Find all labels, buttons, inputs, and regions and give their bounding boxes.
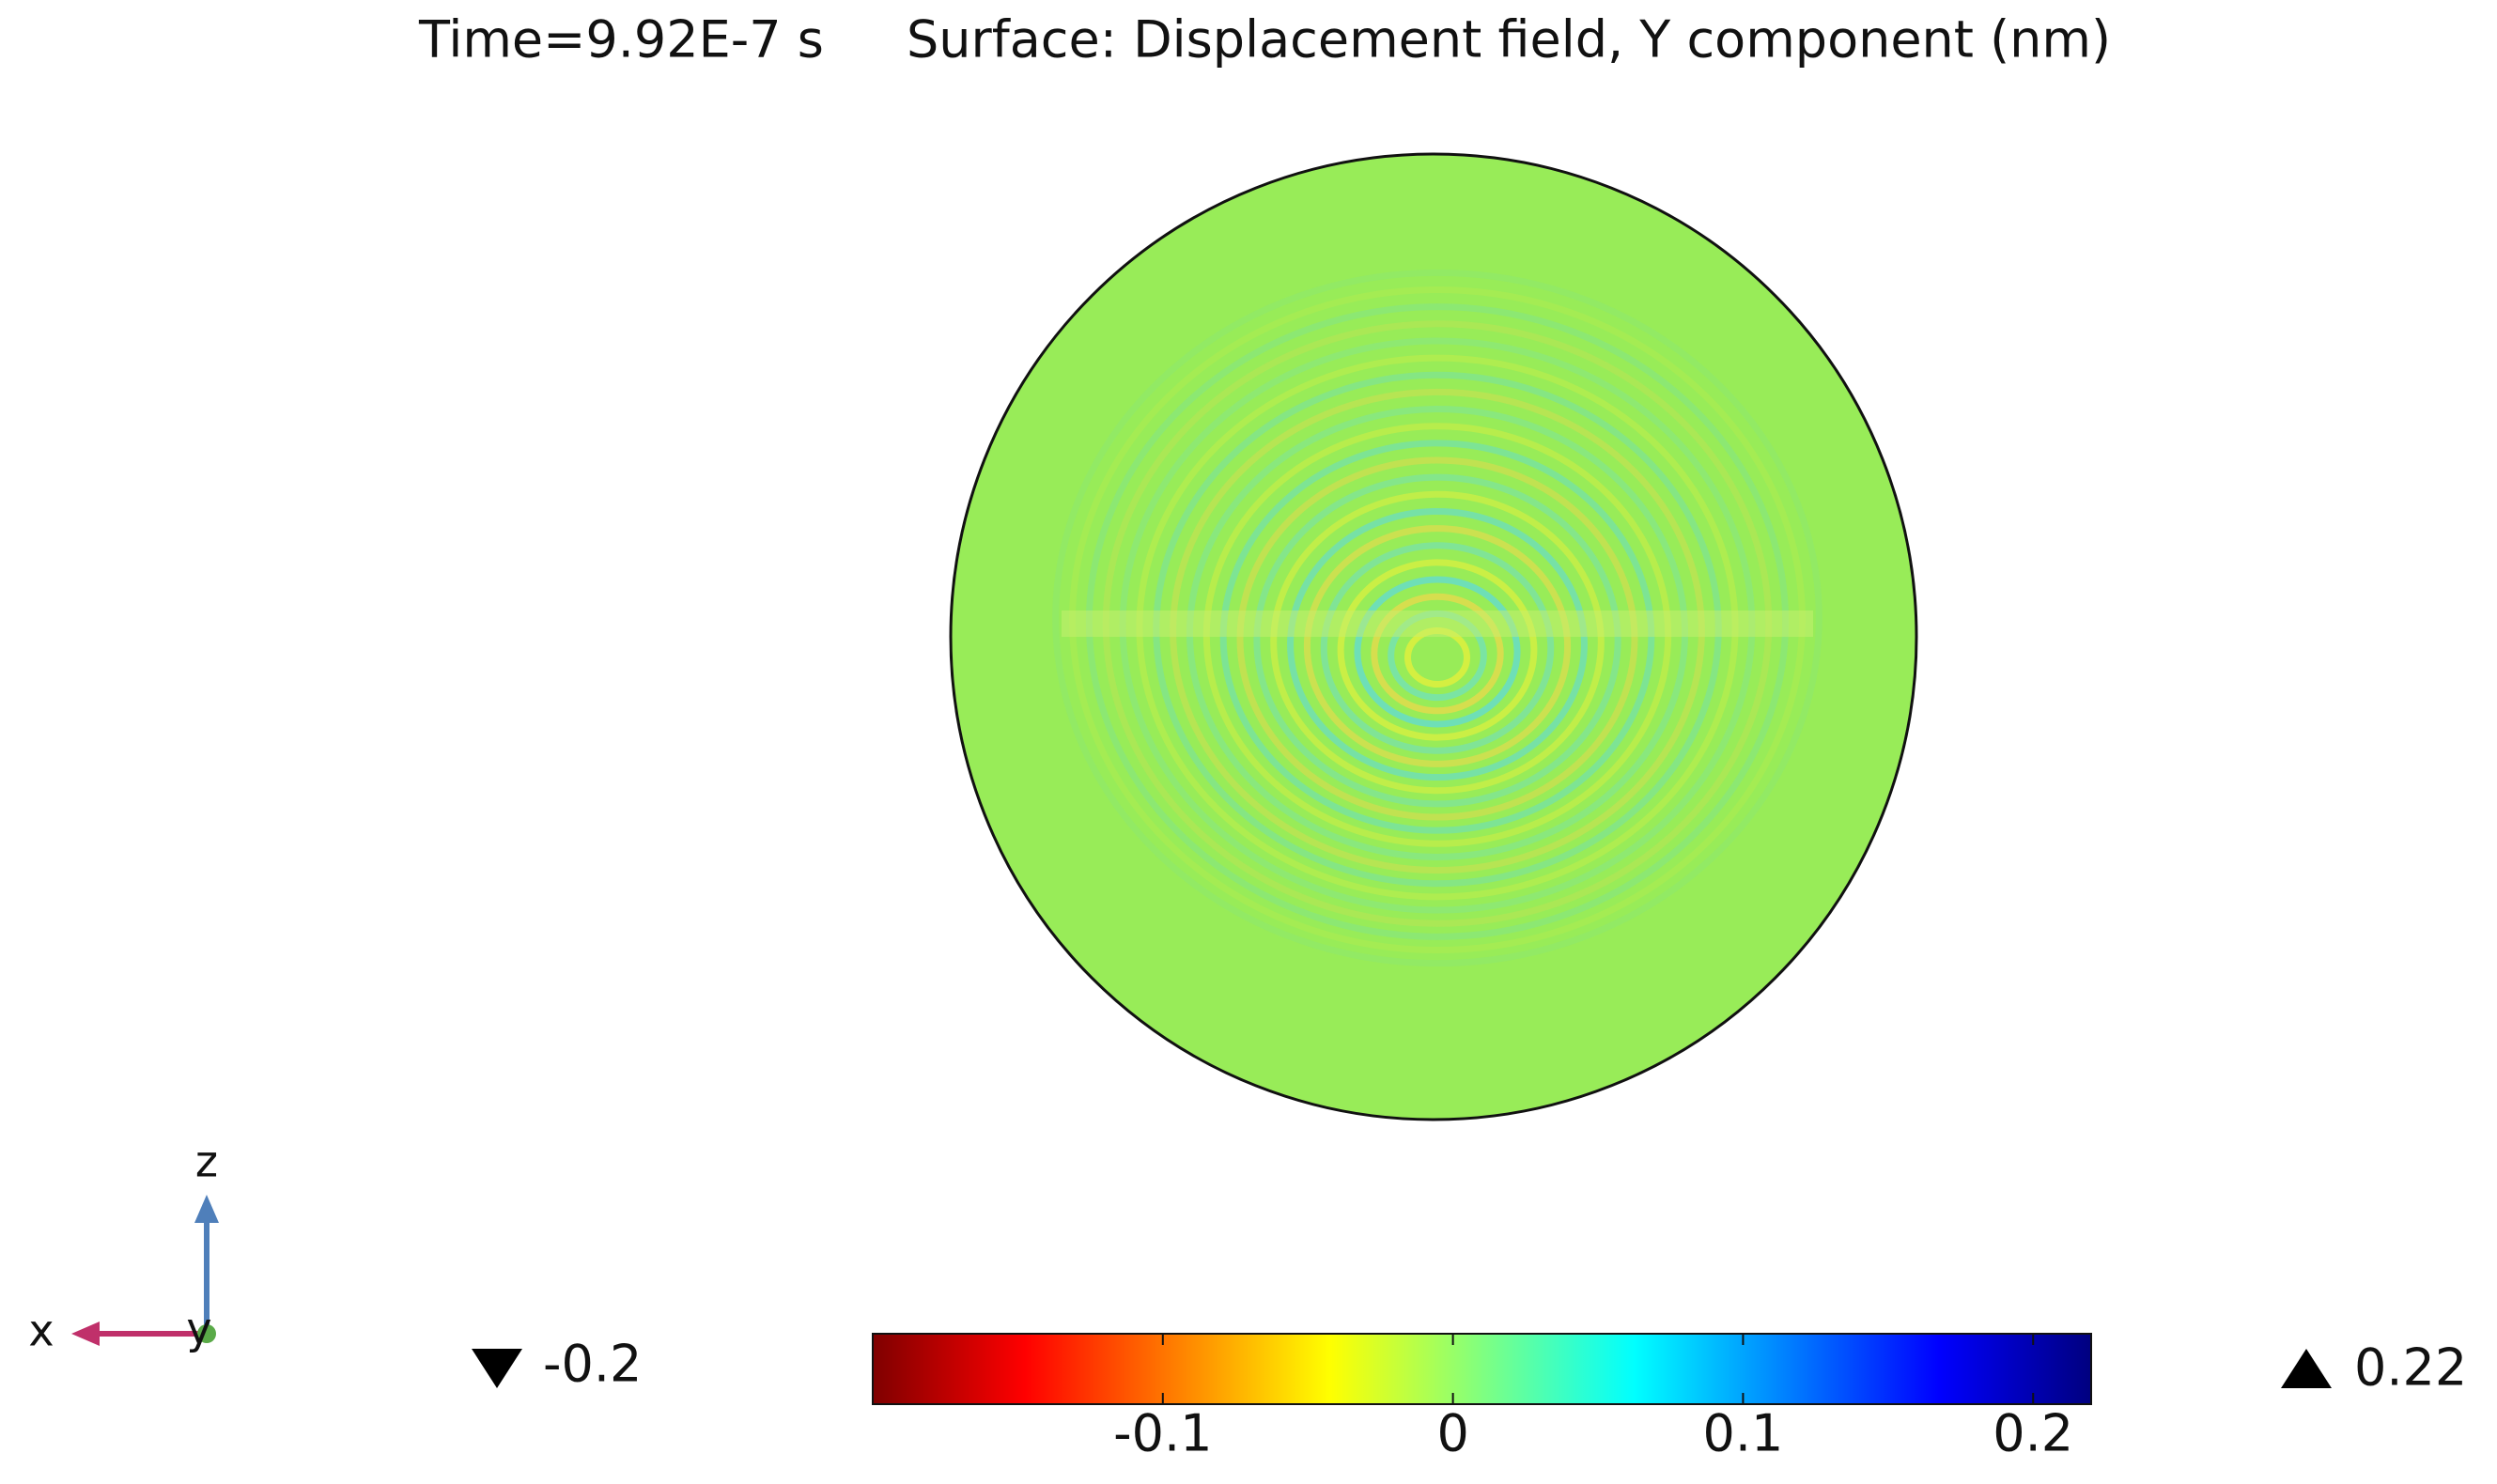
axis-label-x: x	[28, 1306, 54, 1356]
y-dot	[197, 1324, 216, 1343]
colorbar-tick-label: -0.1	[1113, 1404, 1212, 1463]
colorbar	[872, 1333, 2092, 1405]
max-marker	[2281, 1349, 2332, 1388]
wave-ring	[1354, 576, 1521, 728]
time-label: Time=9.92E-7 s	[418, 10, 824, 70]
wave-ring	[1320, 542, 1555, 754]
min-marker	[472, 1349, 522, 1388]
z-arrow-head	[194, 1195, 219, 1223]
domain-boundary	[949, 152, 1918, 1121]
wave-ring	[1253, 473, 1621, 808]
colorbar-tick-label: 0	[1436, 1404, 1468, 1463]
wave-pattern	[1052, 269, 1822, 967]
wave-ring	[1270, 490, 1605, 795]
axis-label-y: y	[186, 1304, 211, 1354]
wave-ring	[1371, 593, 1504, 715]
chart-title: Surface: Displacement field, Y component…	[907, 10, 2111, 70]
wave-ring	[1052, 269, 1822, 967]
x-arrow-head	[71, 1322, 100, 1346]
wave-ring	[1303, 525, 1572, 767]
wave-ring	[1236, 456, 1638, 821]
colorbar-tick-label: 0.1	[1702, 1404, 1783, 1463]
min-label: -0.2	[543, 1335, 642, 1394]
max-label: 0.22	[2354, 1338, 2467, 1398]
wave-ring	[1287, 507, 1588, 781]
wave-ring	[1337, 559, 1538, 741]
colorbar-tick-label: 0.2	[1993, 1404, 2073, 1463]
axis-label-z: z	[195, 1136, 218, 1187]
wave-band	[1062, 611, 1813, 637]
